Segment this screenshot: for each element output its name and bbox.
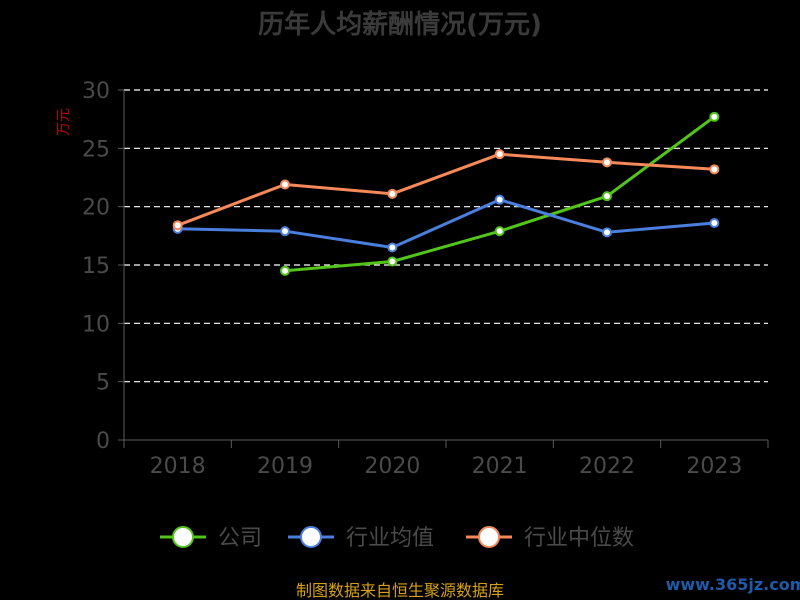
data-point	[709, 164, 720, 175]
data-point	[602, 191, 612, 202]
data-point	[602, 157, 612, 168]
data-point	[494, 194, 505, 205]
series-line	[177, 152, 715, 227]
x-tick-label: 2019	[257, 454, 313, 479]
y-tick-label: 20	[82, 196, 110, 221]
legend-marker	[172, 526, 194, 548]
data-source-note: 制图数据来自恒生聚源数据库	[296, 581, 504, 600]
data-point	[172, 220, 183, 231]
data-point	[280, 179, 290, 190]
data-point	[280, 226, 290, 237]
legend-item[interactable]: 行业均值	[288, 526, 434, 551]
legend-marker	[300, 526, 322, 548]
data-point	[387, 188, 398, 199]
data-point	[280, 265, 290, 276]
y-tick-label: 30	[82, 79, 110, 104]
watermark: www.365jz.com	[666, 575, 800, 594]
legend-marker	[478, 526, 500, 548]
series-line	[284, 115, 716, 273]
x-axis-ticks: 2018 2019 2020 2021 2022 2023	[123, 440, 769, 479]
data-point	[494, 149, 505, 160]
legend[interactable]: 公司 行业均值 行业中位数	[160, 526, 634, 551]
x-tick-label: 2020	[364, 454, 420, 479]
legend-label: 公司	[218, 526, 262, 551]
legend-item[interactable]: 公司	[160, 526, 262, 551]
series-lines	[172, 111, 720, 276]
y-tick-label: 0	[96, 429, 110, 454]
x-tick-label: 2021	[472, 454, 528, 479]
legend-item[interactable]: 行业中位数	[466, 526, 634, 551]
data-point	[709, 111, 720, 122]
y-axis-ticks: 0 5 10 15 20 25 30	[82, 79, 124, 454]
data-point	[602, 227, 612, 238]
legend-label: 行业中位数	[524, 526, 634, 551]
y-tick-label: 5	[96, 371, 110, 396]
x-tick-label: 2022	[579, 454, 635, 479]
data-point	[387, 256, 398, 267]
series-line	[177, 198, 715, 249]
data-point	[709, 218, 720, 228]
y-tick-label: 25	[82, 137, 110, 162]
y-tick-label: 10	[82, 312, 110, 337]
y-tick-label: 15	[82, 254, 110, 279]
data-point	[494, 226, 505, 237]
y-axis-label: 万元	[56, 108, 72, 136]
chart-title: 历年人均薪酬情况(万元)	[258, 9, 542, 40]
data-point	[387, 242, 398, 253]
x-tick-label: 2018	[150, 454, 206, 479]
gridlines	[124, 89, 768, 383]
x-tick-label: 2023	[686, 454, 742, 479]
legend-label: 行业均值	[346, 526, 434, 551]
